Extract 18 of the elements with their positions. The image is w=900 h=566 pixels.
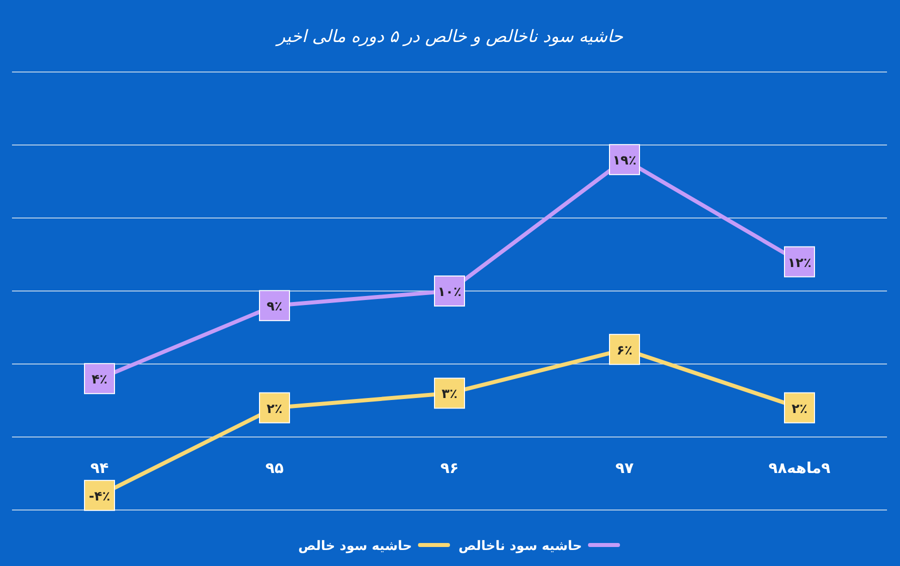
legend-label: حاشیه سود خالص [298, 539, 412, 554]
data-label: ۲٪ [266, 402, 282, 417]
x-tick-label: ۹ماهه۹۸ [768, 459, 830, 477]
data-label: ۱۲٪ [788, 256, 812, 271]
data-label: ۶٪ [616, 343, 632, 358]
chart-title: حاشیه سود ناخالص و خالص در ۵ دوره مالی اخیر [274, 27, 624, 47]
x-tick-label: ۹۷ [615, 459, 634, 477]
data-label: ۳٪ [442, 387, 458, 402]
data-label: ۴٪ [92, 372, 108, 388]
data-label: -۴٪ [88, 489, 110, 504]
x-tick-label: ۹۴ [90, 459, 109, 477]
data-label: ۱۹٪ [612, 154, 636, 169]
x-tick-label: ۹۶ [440, 459, 459, 477]
data-label: ۲٪ [792, 402, 808, 417]
data-label: ۱۰٪ [438, 285, 462, 300]
x-tick-label: ۹۵ [265, 459, 284, 477]
legend-label: حاشیه سود ناخالص [458, 539, 582, 554]
data-label: ۹٪ [266, 300, 282, 315]
